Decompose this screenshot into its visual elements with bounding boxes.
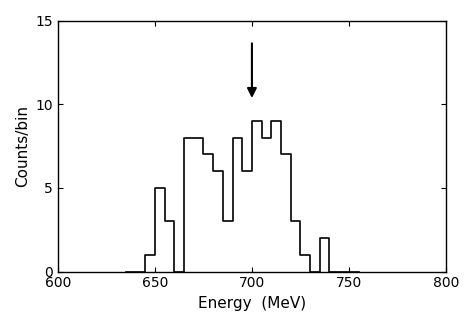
X-axis label: Energy  (MeV): Energy (MeV)	[198, 296, 306, 311]
Y-axis label: Counts/bin: Counts/bin	[15, 105, 30, 187]
